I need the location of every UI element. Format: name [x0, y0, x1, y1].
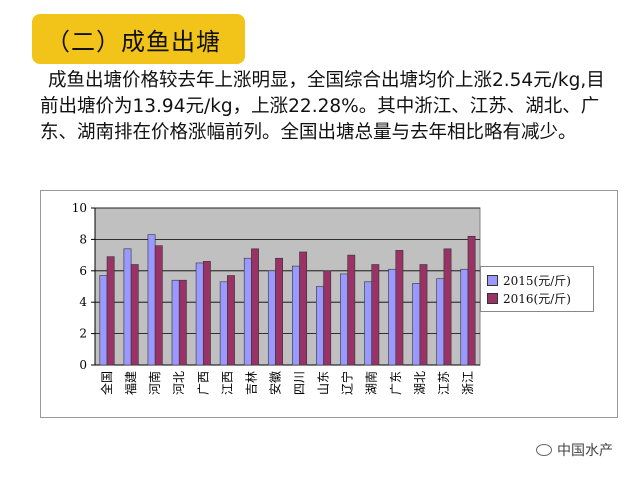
- bar-2015: [267, 270, 276, 366]
- x-tick-label: 江西: [220, 371, 234, 395]
- y-tick-label: 4: [79, 295, 87, 309]
- x-tick-label: 江苏: [437, 371, 451, 395]
- legend-swatch-2016: [487, 292, 498, 304]
- x-tick-label: 全国: [99, 371, 114, 395]
- bar-2015: [243, 257, 252, 366]
- bar-2016: [227, 275, 235, 366]
- bar-2015: [436, 278, 445, 366]
- chat-bubble-icon: [536, 444, 552, 456]
- legend-item-2016: 2016(元/斤): [487, 289, 587, 307]
- bar-2016: [178, 279, 187, 366]
- legend-label-2015: 2015(元/斤): [503, 273, 571, 288]
- bar-2016: [299, 251, 308, 366]
- x-tick-label: 湖北: [412, 371, 427, 395]
- x-tick-label: 广东: [389, 371, 403, 395]
- bar-2016: [202, 261, 211, 366]
- bar-2015: [412, 283, 421, 366]
- y-tick-label: 0: [79, 358, 87, 372]
- x-tick-label: 湖南: [364, 371, 379, 395]
- bar-2016: [323, 270, 332, 366]
- x-tick-label: 安徽: [267, 371, 282, 395]
- y-tick-label: 10: [72, 201, 87, 215]
- bar-2015: [292, 265, 300, 366]
- legend-label-2016: 2016(元/斤): [503, 291, 571, 306]
- bar-2016: [419, 264, 428, 366]
- x-tick-label: 山东: [317, 371, 331, 395]
- x-tick-label: 河北: [172, 371, 186, 395]
- bar-2016: [251, 248, 259, 366]
- bar-2015: [99, 275, 108, 366]
- bar-2016: [443, 248, 452, 366]
- summary-paragraph: 成鱼出塘价格较去年上涨明显，全国综合出塘均价上涨2.54元/kg,目前出塘价为1…: [40, 70, 605, 143]
- x-tick-label: 广西: [196, 371, 210, 395]
- legend-swatch-2015: [487, 274, 498, 286]
- bar-2015: [123, 248, 132, 366]
- bar-2016: [395, 250, 404, 366]
- watermark: 中国水产: [536, 440, 613, 460]
- y-tick-label: 8: [79, 232, 87, 246]
- x-tick-label: 浙江: [461, 371, 475, 395]
- x-tick-label: 河南: [147, 371, 162, 395]
- bar-2016: [275, 257, 283, 366]
- legend-item-2015: 2015(元/斤): [487, 271, 587, 289]
- bar-2016: [154, 245, 163, 366]
- bar-2016: [347, 254, 356, 366]
- bar-2015: [171, 279, 180, 366]
- bar-2015: [316, 286, 324, 366]
- x-tick-label: 吉林: [244, 371, 258, 395]
- bar-2015: [147, 234, 156, 366]
- y-tick-label: 2: [79, 327, 87, 341]
- section-heading: （二）成鱼出塘: [32, 14, 245, 64]
- chart-legend: 2015(元/斤) 2016(元/斤): [480, 266, 594, 312]
- bar-2015: [219, 281, 228, 366]
- x-tick-label: 四川: [293, 371, 307, 395]
- bar-2015: [195, 262, 204, 366]
- bar-2015: [460, 268, 469, 366]
- bar-2016: [467, 235, 476, 366]
- x-tick-label: 福建: [123, 371, 138, 395]
- y-tick-label: 6: [79, 264, 87, 278]
- bar-2016: [371, 264, 380, 366]
- bar-2015: [340, 273, 348, 366]
- bar-2015: [388, 268, 397, 366]
- x-tick-label: 辽宁: [340, 371, 355, 395]
- bar-2015: [364, 281, 373, 366]
- watermark-text: 中国水产: [557, 443, 613, 459]
- bar-2016: [106, 256, 115, 366]
- bar-2016: [130, 264, 139, 366]
